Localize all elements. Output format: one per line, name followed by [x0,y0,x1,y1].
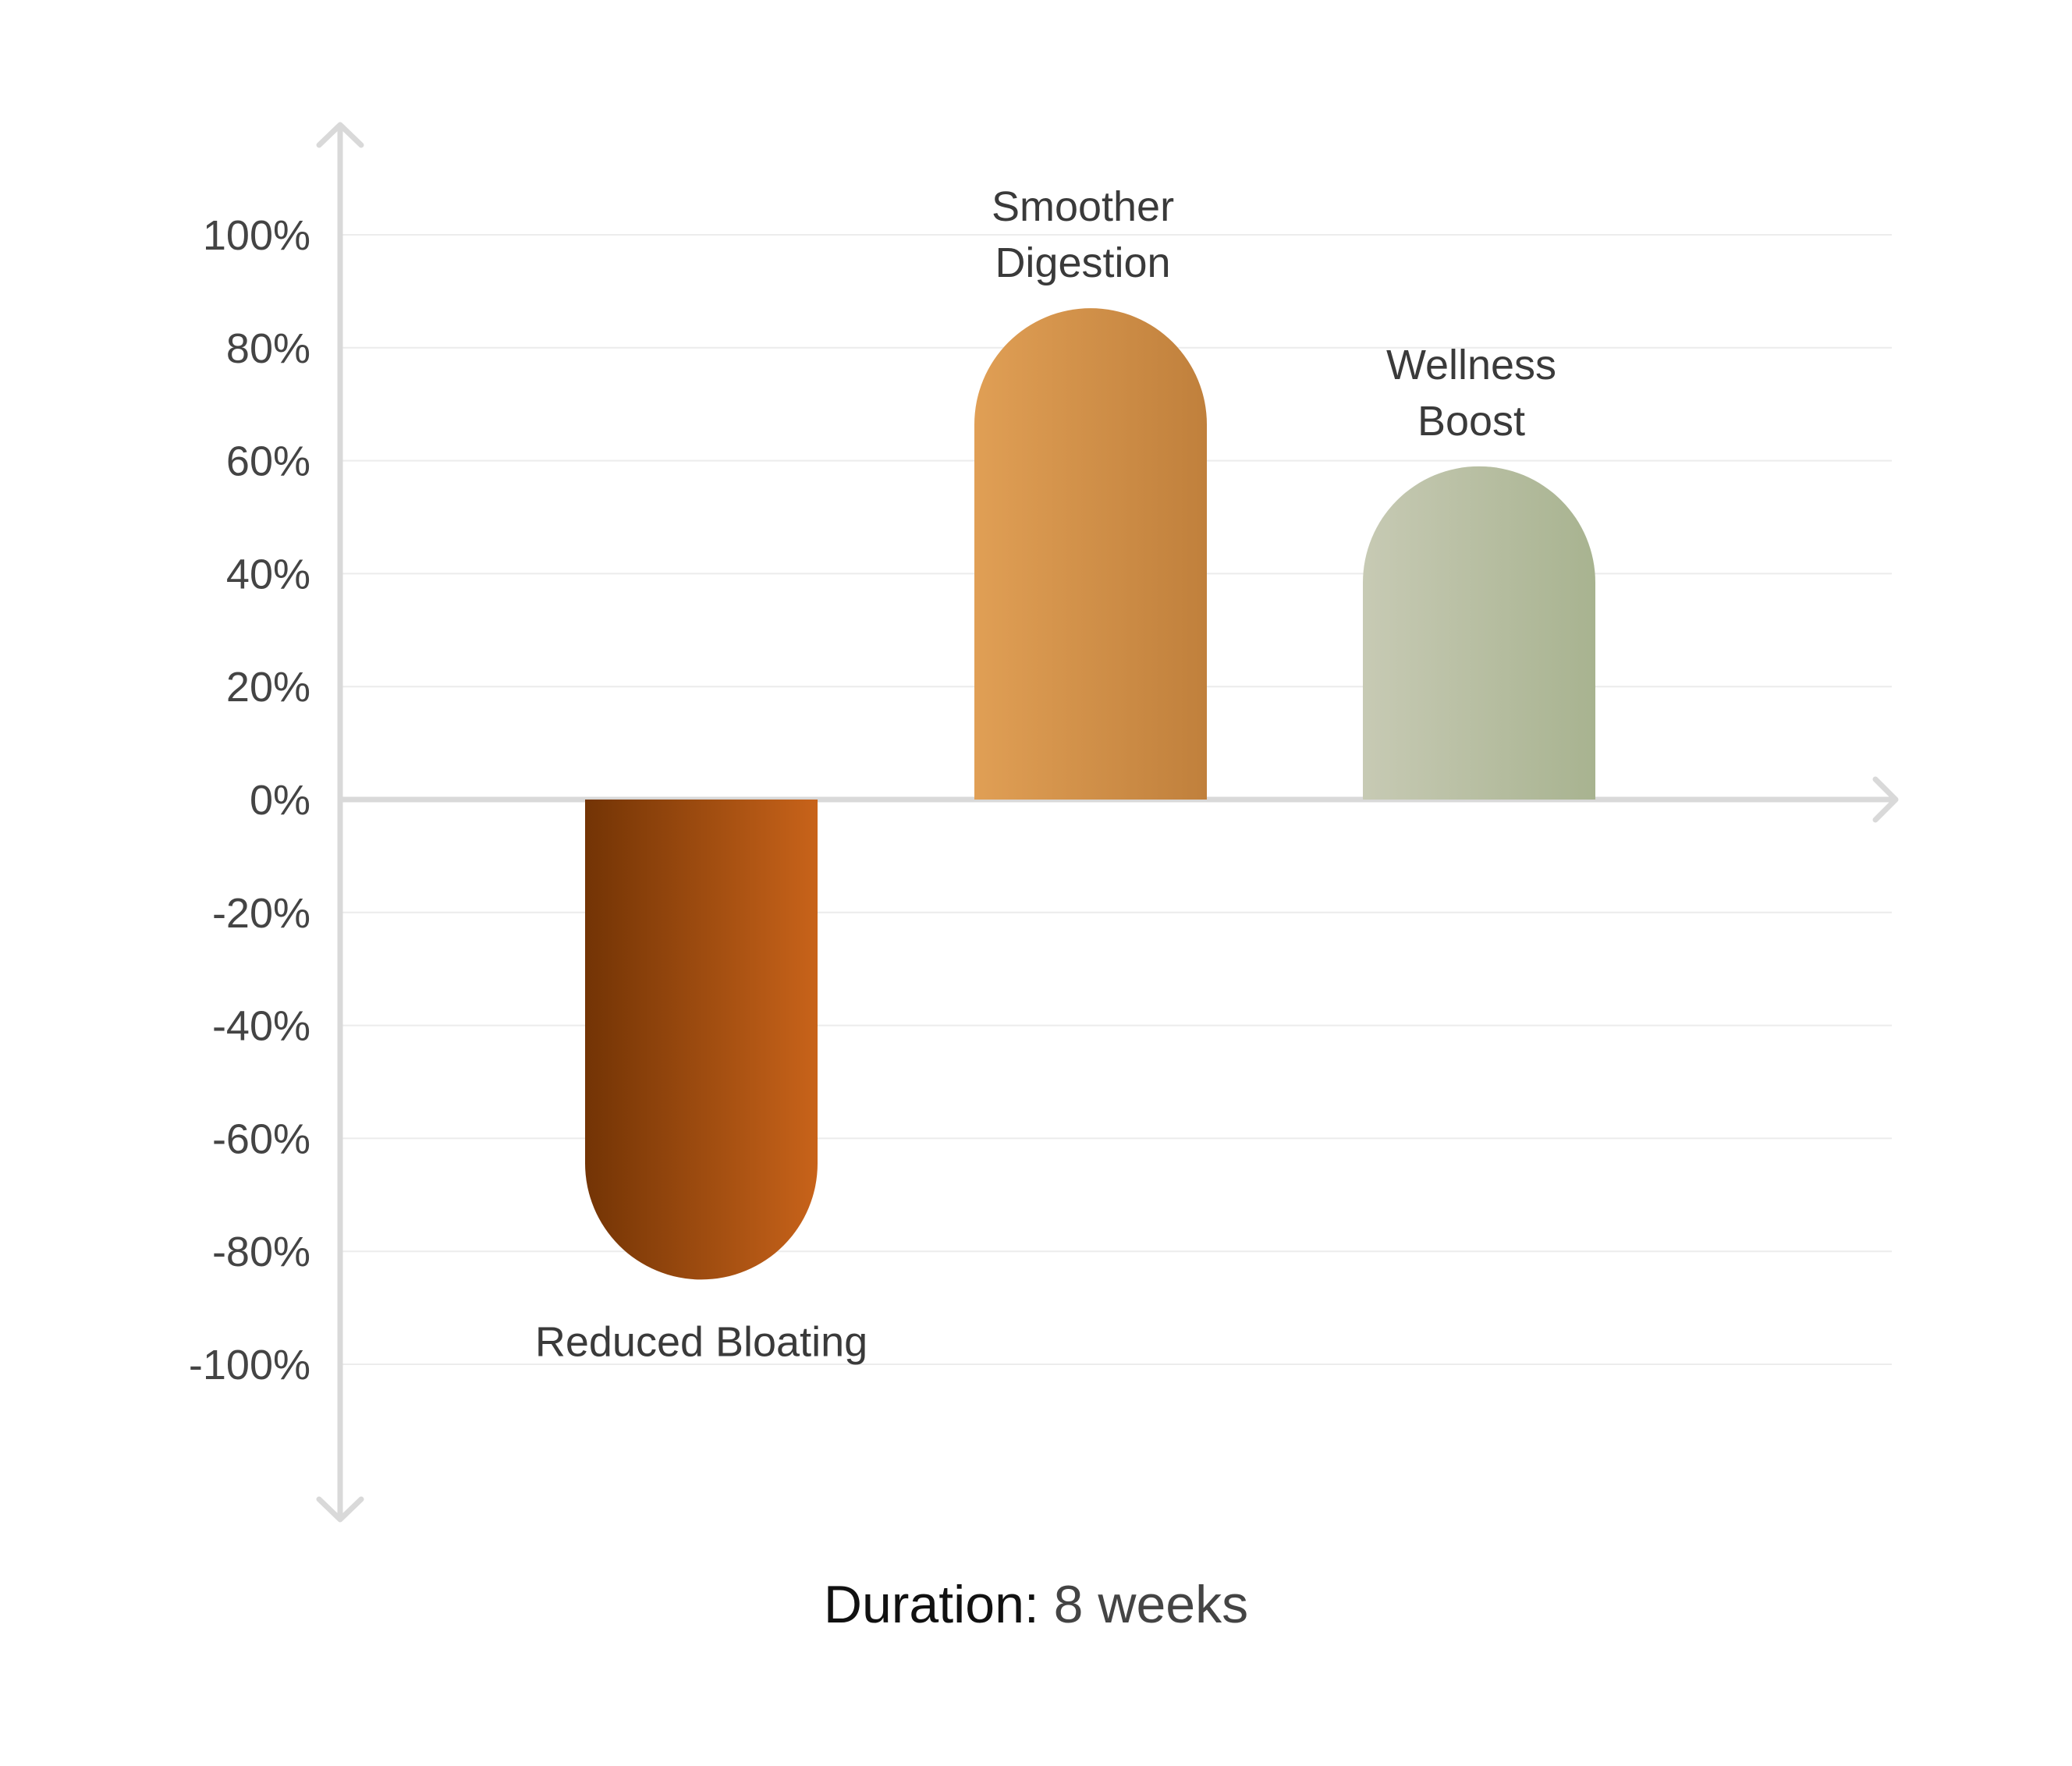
y-axis-up-arrow-icon [316,122,364,148]
y-tick-label: 20% [226,664,310,711]
y-tick-label: 60% [226,438,310,485]
y-tick-label: 40% [226,551,310,598]
bar-labels: Reduced Bloating Smoother Digestion Wellnes… [535,183,1556,1365]
duration-label: Duration: [823,1575,1039,1634]
y-tick-label: 100% [203,212,310,259]
bar-label: Digestion [995,239,1170,286]
duration-value: 8 weeks [1038,1575,1249,1634]
bar-label: Wellness [1386,342,1556,388]
x-axis-right-arrow-icon [1872,776,1899,823]
bar [974,308,1207,800]
bar-label: Smoother [992,183,1174,230]
y-tick-label: -80% [212,1229,310,1275]
bars [585,308,1595,1280]
y-tick-label: -60% [212,1115,310,1162]
y-tick-labels: 100% 80% 60% 40% 20% 0% -20% -40% -60% -80% -100% [189,212,310,1388]
y-tick-label: 80% [226,325,310,372]
bar [1363,466,1595,800]
y-tick-label: -20% [212,890,310,937]
y-axis-down-arrow-icon [316,1496,364,1523]
y-tick-label: 0% [250,777,310,824]
bar [585,800,818,1280]
bar-label: Boost [1417,398,1525,445]
y-tick-label: -40% [212,1003,310,1050]
bar-label: Reduced Bloating [535,1318,867,1365]
y-tick-label: -100% [189,1342,310,1388]
duration-caption: Duration: 8 weeks [0,1574,2072,1635]
